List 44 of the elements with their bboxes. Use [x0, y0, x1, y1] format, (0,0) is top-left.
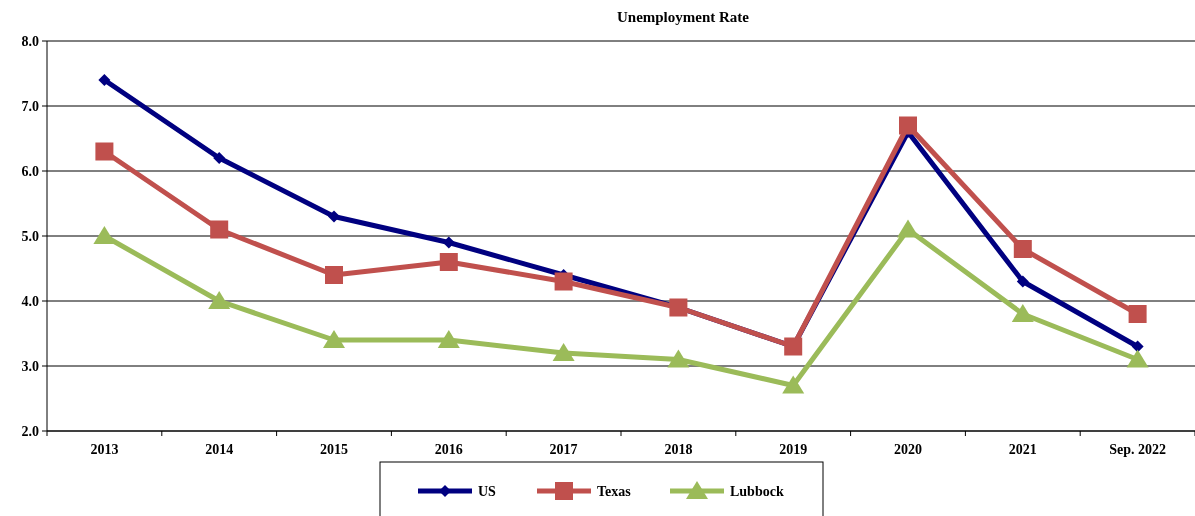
x-tick-label: 2019: [779, 442, 808, 457]
y-tick-label: 2.0: [21, 423, 39, 439]
x-tick-label: 2020: [894, 442, 922, 457]
y-tick-label: 8.0: [21, 33, 39, 49]
x-tick-label: 2016: [434, 442, 463, 457]
point: [1128, 305, 1147, 323]
point: [1131, 340, 1144, 353]
point: [208, 291, 231, 309]
y-tick-label: 5.0: [21, 228, 39, 244]
point: [667, 349, 690, 368]
point: [328, 210, 340, 223]
x-tick-label: 2015: [320, 442, 348, 457]
y-tick-label: 3.0: [21, 358, 39, 374]
y-tick-label: 4.0: [21, 293, 39, 309]
point: [897, 219, 919, 238]
legend-label: Lubbock: [730, 483, 784, 499]
point: [1016, 275, 1029, 288]
point: [782, 375, 805, 394]
point: [437, 330, 460, 348]
y-tick-label: 6.0: [21, 163, 39, 179]
point: [325, 266, 343, 284]
point: [439, 253, 458, 271]
x-tick-label: 2021: [1008, 442, 1037, 457]
point: [210, 220, 229, 239]
point: [323, 330, 345, 348]
x-tick-label: 2018: [664, 442, 693, 457]
chart-title: Unemployment Rate: [616, 9, 750, 25]
legend-label: Texas: [597, 483, 632, 499]
point: [95, 142, 114, 161]
legend-label: US: [478, 483, 497, 499]
x-tick-label: 2017: [549, 442, 578, 457]
point: [98, 74, 111, 86]
point: [899, 116, 917, 135]
x-tick-label: 2014: [205, 442, 234, 457]
point: [1126, 349, 1149, 368]
x-tick-label: Sep. 2022: [1109, 442, 1166, 457]
point: [213, 152, 226, 164]
point: [552, 343, 575, 361]
y-tick-label: 7.0: [21, 98, 39, 114]
x-tick-label: 2013: [90, 442, 119, 457]
point: [554, 272, 573, 291]
point: [1013, 240, 1032, 258]
point: [1011, 304, 1034, 322]
point: [93, 226, 116, 244]
